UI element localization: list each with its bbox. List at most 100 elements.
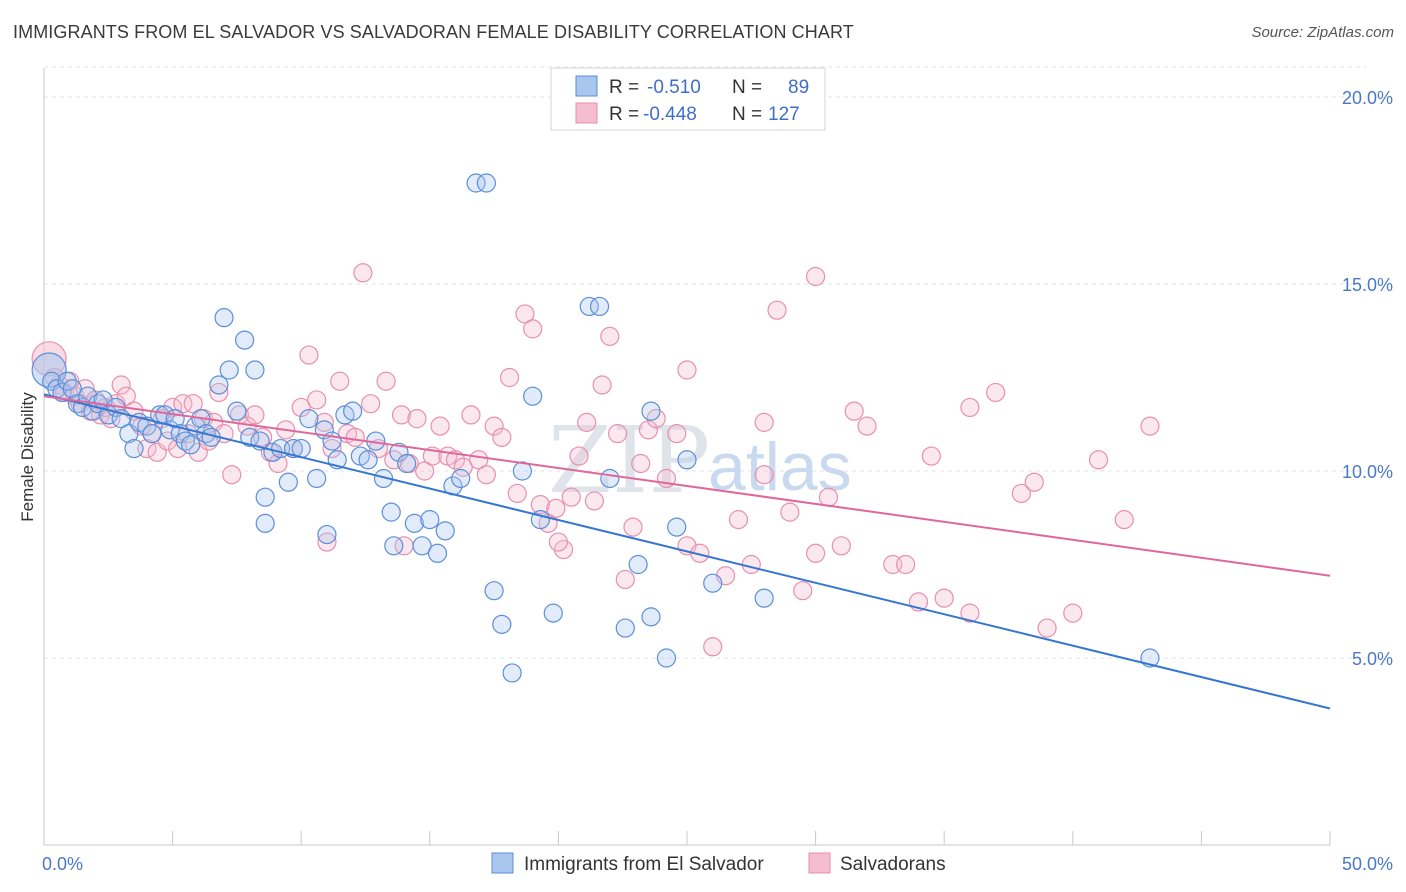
salvadorans-point xyxy=(1088,450,1109,470)
el-salvador-point xyxy=(283,438,304,459)
salvadorans-point xyxy=(1063,603,1083,623)
legend-r-value-2: -0.448 xyxy=(643,104,697,125)
source-credit: Source: ZipAtlas.com xyxy=(1251,24,1394,41)
salvadorans-point xyxy=(896,554,916,575)
salvadorans-point xyxy=(921,446,941,466)
salvadorans-point xyxy=(677,360,697,380)
el-salvador-point xyxy=(307,468,327,489)
el-salvador-point xyxy=(484,581,504,601)
legend-n-label-1: N = xyxy=(732,77,762,98)
el-salvador-point xyxy=(381,502,401,522)
salvadorans-point xyxy=(741,554,761,575)
legend-n-label-2: N = xyxy=(732,104,762,125)
salvadorans-point xyxy=(507,483,527,504)
salvadorans-point xyxy=(361,394,381,414)
salvadorans-point xyxy=(1114,510,1134,530)
salvadorans-point xyxy=(546,498,566,518)
salvadorans-point xyxy=(314,412,334,432)
el-salvador-trend-line xyxy=(43,393,1331,710)
salvadorans-point xyxy=(767,300,787,320)
el-salvador-point xyxy=(299,409,319,429)
salvadorans-point xyxy=(322,438,342,459)
salvadorans-point xyxy=(960,397,980,418)
el-salvador-point xyxy=(150,405,170,425)
salvadorans-point xyxy=(1024,472,1044,492)
salvadorans-point xyxy=(183,394,203,414)
el-salvador-point xyxy=(492,614,512,634)
x-tick-label-min: 0.0% xyxy=(42,854,83,874)
salvadorans-point xyxy=(376,371,396,391)
el-salvador-point xyxy=(227,401,247,421)
salvadorans-point xyxy=(111,375,131,395)
y-tick-labels: 5.0% 10.0% 15.0% 20.0% xyxy=(1342,88,1393,669)
salvadorans-point xyxy=(934,588,954,608)
salvadorans-point xyxy=(569,446,589,466)
salvadorans-point xyxy=(291,397,311,418)
salvadorans-point xyxy=(523,319,543,339)
salvadorans-point xyxy=(453,457,473,477)
legend-swatch-blue xyxy=(575,75,598,97)
salvadorans-points xyxy=(31,263,1160,657)
el-salvador-point xyxy=(589,296,610,317)
el-salvador-point xyxy=(543,603,563,623)
el-salvador-point xyxy=(124,438,144,459)
legend-r-value-1: -0.510 xyxy=(647,77,701,98)
el-salvador-point xyxy=(384,536,404,556)
salvadorans-point xyxy=(615,569,635,590)
el-salvador-point xyxy=(181,435,201,455)
legend-r-label-1: R = xyxy=(609,77,639,98)
salvadorans-point xyxy=(1140,416,1160,436)
salvadorans-point xyxy=(561,487,581,507)
salvadorans-point xyxy=(173,394,193,414)
salvadorans-point xyxy=(222,465,242,485)
salvadorans-point xyxy=(515,304,535,324)
salvadorans-point xyxy=(793,581,813,601)
salvadorans-point xyxy=(703,637,723,657)
legend-n-value-1: 89 xyxy=(788,77,809,98)
y-tick-label: 5.0% xyxy=(1352,649,1393,669)
el-salvador-point xyxy=(641,401,661,421)
el-salvador-point xyxy=(641,607,661,627)
salvadorans-point xyxy=(667,424,687,444)
el-salvador-point xyxy=(209,375,229,395)
el-salvador-points xyxy=(31,173,1160,683)
el-salvador-point xyxy=(703,573,723,593)
el-salvador-point xyxy=(667,517,687,537)
el-salvador-point xyxy=(255,487,275,507)
salvadorans-point xyxy=(430,416,450,436)
salvadorans-point xyxy=(1037,618,1057,638)
salvadorans-point xyxy=(268,453,288,474)
el-salvador-point xyxy=(31,352,67,388)
salvadorans-point xyxy=(476,465,496,485)
salvadorans-point xyxy=(754,465,774,485)
y-tick-label: 10.0% xyxy=(1342,462,1393,482)
legend-swatch-pink xyxy=(575,102,598,124)
el-salvador-point xyxy=(466,173,486,193)
salvadorans-point xyxy=(728,510,749,530)
salvadorans-point xyxy=(818,487,839,507)
el-salvador-point xyxy=(214,308,234,328)
y-tick-label: 15.0% xyxy=(1342,275,1393,295)
salvadorans-point xyxy=(638,420,659,440)
salvadorans-point xyxy=(631,453,651,474)
el-salvador-point xyxy=(255,513,275,533)
y-tick-label: 20.0% xyxy=(1342,88,1393,108)
el-salvador-point xyxy=(628,554,648,575)
salvadorans-point xyxy=(317,532,337,552)
salvadorans-trend-line xyxy=(43,395,1331,577)
el-salvador-point xyxy=(62,379,82,399)
salvadorans-point xyxy=(754,412,774,432)
el-salvador-point xyxy=(615,618,635,638)
el-salvador-point xyxy=(420,510,440,530)
el-salvador-point xyxy=(245,360,265,380)
el-salvador-point xyxy=(476,173,496,193)
salvadorans-point xyxy=(805,543,826,563)
chart-title: IMMIGRANTS FROM EL SALVADOR VS SALVADORA… xyxy=(13,22,854,42)
series-legend-swatch-blue xyxy=(491,852,514,874)
legend-n-value-2: 127 xyxy=(768,104,800,125)
salvadorans-point xyxy=(600,326,620,346)
el-salvador-point xyxy=(435,521,455,541)
salvadorans-point xyxy=(299,345,319,365)
salvadorans-point xyxy=(353,263,373,283)
